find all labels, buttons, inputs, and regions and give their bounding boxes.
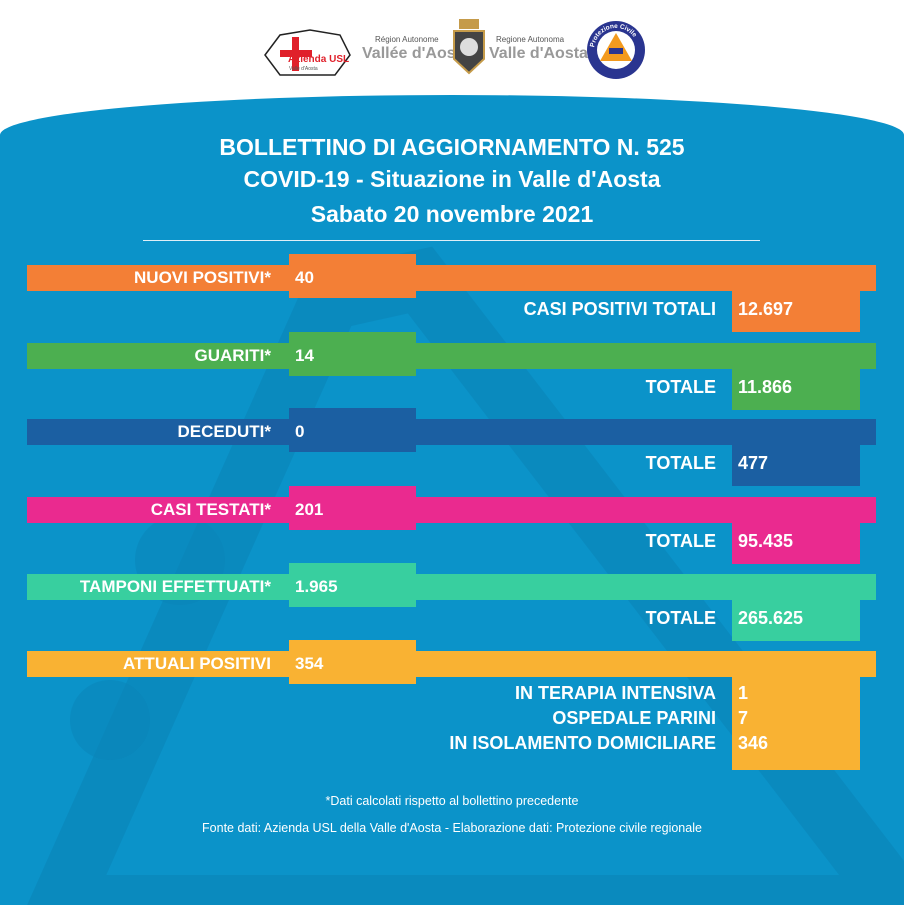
- bulletin-subtitle: COVID-19 - Situazione in Valle d'Aosta: [243, 166, 661, 192]
- usl-logo-text: Azienda USL: [288, 54, 350, 65]
- total-value-box: [732, 599, 860, 641]
- total-value: 95.435: [738, 531, 794, 551]
- footnote: *Dati calcolati rispetto al bollettino p…: [325, 794, 579, 808]
- bulletin-title: BOLLETTINO DI AGGIORNAMENTO N. 525: [219, 134, 685, 160]
- title-divider: [143, 240, 760, 241]
- daily-value: 354: [295, 654, 324, 673]
- region-it-logo: Valle d'Aosta: [489, 45, 588, 62]
- total-value: 11.866: [738, 377, 793, 397]
- daily-value: 0: [295, 422, 305, 441]
- total-value: 477: [738, 453, 769, 473]
- usl-logo-sub: Valle d'Aosta: [289, 66, 318, 72]
- breakdown-value: 346: [738, 733, 769, 753]
- regional-coat-of-arms: [453, 19, 485, 75]
- stat-bar: [27, 651, 876, 677]
- stat-bar: [27, 497, 876, 523]
- data-source: Fonte dati: Azienda USL della Valle d'Ao…: [202, 821, 702, 835]
- region-fr-logo: Vallée d'Aoste: [362, 45, 470, 62]
- total-value: 12.697: [738, 299, 794, 319]
- total-label: TOTALE: [645, 453, 716, 473]
- breakdown-label: OSPEDALE PARINI: [552, 708, 716, 728]
- stat-label: CASI TESTATI*: [150, 500, 271, 519]
- daily-value-box: [289, 640, 416, 684]
- daily-value: 40: [295, 268, 314, 287]
- region-fr-top: Région Autonome: [375, 35, 439, 44]
- daily-value-box: [289, 408, 416, 452]
- daily-value: 14: [295, 346, 314, 365]
- total-label: TOTALE: [645, 531, 716, 551]
- azienda-usl-logo: [264, 29, 351, 76]
- total-value-box: [732, 676, 860, 770]
- region-it-top: Regione Autonoma: [496, 35, 565, 44]
- total-label: CASI POSITIVI TOTALI: [523, 299, 716, 319]
- stat-label: TAMPONI EFFETTUATI*: [79, 577, 271, 596]
- stat-bar: [27, 574, 876, 600]
- daily-value-box: [289, 486, 416, 530]
- stat-bar: [27, 419, 876, 445]
- stat-label: DECEDUTI*: [177, 422, 271, 441]
- protezione-civile-logo: Protezione Civile: [587, 21, 645, 79]
- daily-value-box: [289, 332, 416, 376]
- stat-bar: [27, 265, 876, 291]
- total-value-box: [732, 444, 860, 486]
- daily-value: 201: [295, 500, 324, 519]
- total-value: 265.625: [738, 608, 804, 628]
- daily-value-box: [289, 254, 416, 298]
- total-label: TOTALE: [645, 608, 716, 628]
- stat-label: ATTUALI POSITIVI: [123, 654, 271, 673]
- total-value-box: [732, 368, 860, 410]
- stat-bar: [27, 343, 876, 369]
- stat-label: NUOVI POSITIVI*: [134, 268, 271, 287]
- total-value-box: [732, 290, 860, 332]
- breakdown-value: 1: [738, 683, 749, 703]
- bulletin-date: Sabato 20 novembre 2021: [310, 201, 594, 227]
- stat-label: GUARITI*: [194, 346, 272, 365]
- total-label: TOTALE: [645, 377, 716, 397]
- logo-bar: Azienda USL Valle d'Aosta Région Autonom…: [0, 15, 904, 85]
- daily-value-box: [289, 563, 416, 607]
- breakdown-label: IN TERAPIA INTENSIVA: [514, 683, 716, 703]
- total-value-box: [732, 522, 860, 564]
- breakdown-label: IN ISOLAMENTO DOMICILIARE: [449, 733, 716, 753]
- breakdown-value: 7: [738, 708, 749, 728]
- daily-value: 1.965: [295, 577, 338, 596]
